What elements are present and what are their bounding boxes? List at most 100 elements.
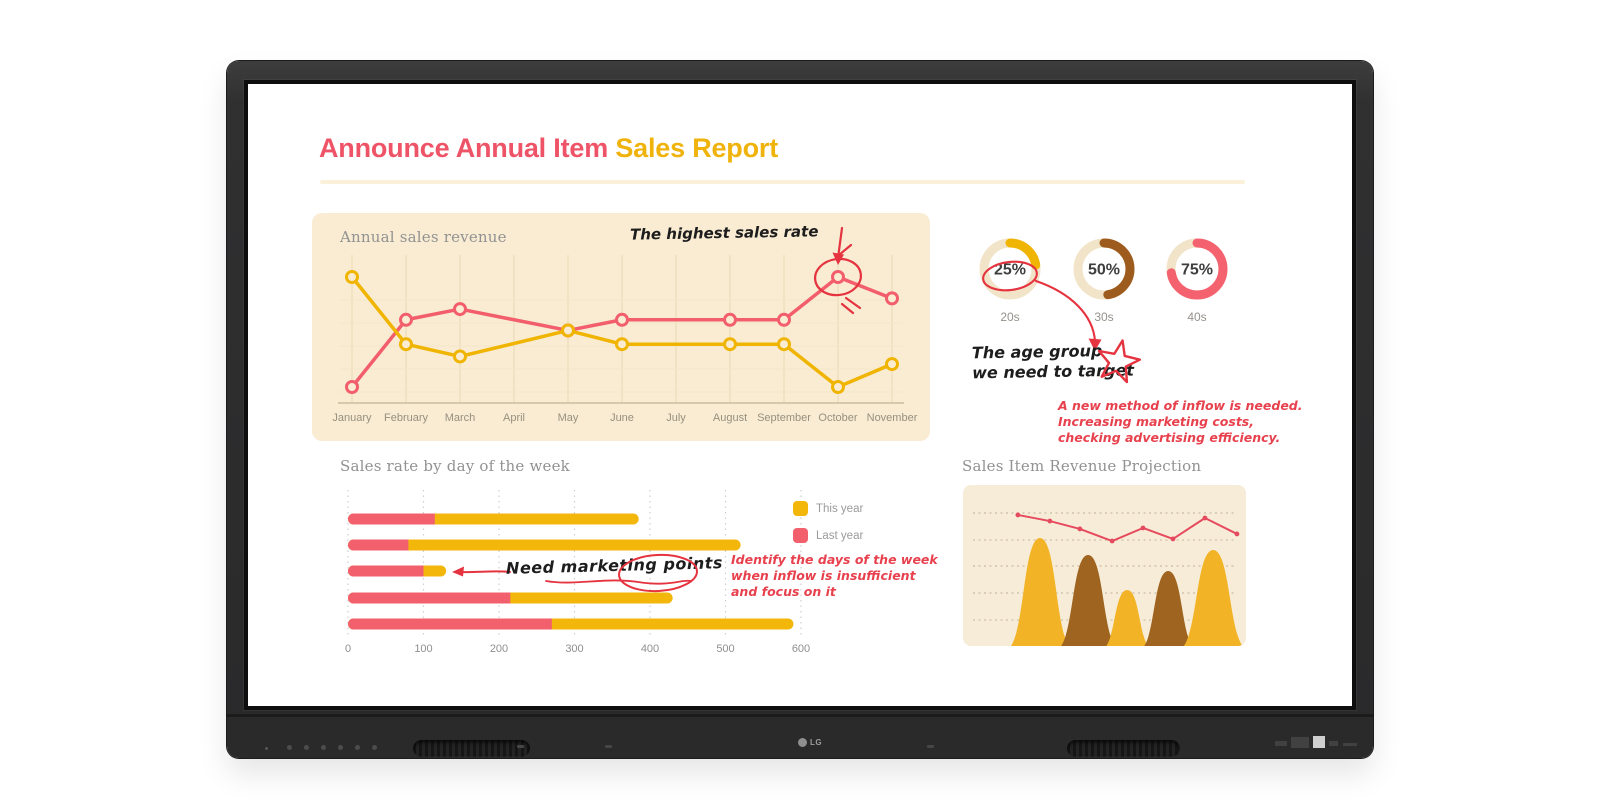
series-pink-marker [453,302,467,317]
projection-point [1202,515,1208,521]
donut-percent: 75% [1181,262,1213,279]
bezel-button[interactable] [287,745,292,750]
legend-this-year: This year [793,501,863,516]
projection-point [1109,538,1115,544]
x-tick-label: March [445,412,476,424]
x-tick-label: July [666,412,686,424]
projection-point [1077,526,1083,532]
star-icon [1097,339,1142,384]
donut-label: 40s [1187,310,1207,324]
series-yellow-marker [561,323,575,338]
this-year-label: This year [816,502,864,515]
identify-line3: and focus on it [731,584,836,599]
series-yellow-marker [345,269,359,284]
donut-percent: 50% [1088,262,1120,279]
revenue-hill [1143,570,1193,646]
series-yellow-marker [453,349,467,364]
series-yellow-marker [399,337,413,352]
bezel-mark [517,745,524,748]
x-tick-label: 100 [414,643,432,655]
arrow-down-icon [832,252,844,265]
bar-last-year [348,618,552,630]
projection-card [963,485,1246,646]
bezel-mark [605,745,612,748]
lg-logo-disc-icon [798,738,807,747]
series-yellow-marker [777,337,791,352]
pen-tray-right [1067,740,1180,757]
lg-display-monitor: Announce Annual Item Sales Report Annual… [227,61,1373,758]
x-tick-label: January [332,412,372,424]
bezel-button[interactable] [304,745,309,750]
x-tick-label: 300 [565,643,583,655]
projection-point [1234,531,1240,537]
pen-tray-left [413,740,530,757]
annotation-identify-note: Identify the days of the week when inflo… [731,552,938,600]
projection-area-chart [973,512,1243,646]
donut-label: 20s [1000,310,1020,324]
projection-point [1047,518,1053,524]
bar-last-year [348,539,409,551]
donut-label: 30s [1094,310,1114,324]
series-yellow-marker [831,379,845,394]
lg-logo: LG [798,738,822,747]
x-tick-label: May [558,412,579,424]
bar-chart-legend: This year Last year [793,501,863,555]
donut-chart-40s: 75% [1166,238,1228,300]
title-divider [320,180,1245,184]
identify-line2: when inflow is insufficient [731,568,916,583]
sales-rate-bar-chart: 0 100 200 300 400 500 600 [345,490,810,655]
this-year-swatch [793,501,808,516]
donut-arc [1073,238,1135,300]
page-title-primary: Announce Annual Item [319,133,609,163]
x-tick-label: 0 [345,643,351,655]
bezel-mark [927,745,934,748]
annotation-arrow-25 [982,260,1102,351]
x-tick-label: February [384,412,429,424]
projection-title: Sales Item Revenue Projection [962,457,1202,475]
last-year-label: Last year [816,529,864,542]
x-tick-label: 600 [792,643,810,655]
x-tick-label: 500 [716,643,734,655]
annual-sales-title: Annual sales revenue [340,228,507,246]
x-tick-label: 200 [490,643,508,655]
revenue-hill [1183,550,1243,646]
bar-last-year [348,565,424,577]
projection-point [1170,536,1176,542]
revenue-hill [1010,537,1070,646]
donut-arc [1166,238,1228,300]
donut-chart-30s: 50% [1073,238,1135,300]
highlight-circle-annotation [813,226,863,315]
series-pink-marker [399,312,413,327]
bezel-control-buttons [287,745,377,750]
series-yellow-marker [885,357,899,372]
projection-point [1015,512,1021,518]
underline-squiggle [545,579,692,585]
x-tick-label: April [503,412,525,424]
bezel-button[interactable] [321,745,326,750]
x-tick-label: 400 [641,643,659,655]
bar-last-year [348,592,511,604]
series-yellow-marker [723,337,737,352]
bezel-button[interactable] [355,745,360,750]
inflow-note-line3: checking advertising efficiency. [1058,430,1281,445]
page-title: Announce Annual Item Sales Report [319,133,778,164]
annotation-inflow-note: A new method of inflow is needed. Increa… [1058,398,1303,446]
bar-this-year [348,539,741,551]
power-led [265,747,268,750]
inflow-note-line1: A new method of inflow is needed. [1058,398,1303,413]
bezel-button[interactable] [338,745,343,750]
revenue-hill [1060,555,1116,646]
port-label-cluster [1275,733,1359,755]
series-pink-marker [615,312,629,327]
lg-logo-text: LG [810,738,823,747]
arrow-down-icon [1088,338,1102,351]
inflow-note-line2: Increasing marketing costs, [1058,414,1254,429]
series-pink-marker [831,269,845,284]
bezel-button[interactable] [372,745,377,750]
identify-line1: Identify the days of the week [731,552,938,567]
x-tick-label: June [610,412,634,424]
donut-30s: 50% 30s [1054,229,1154,324]
x-tick-label: August [713,412,747,424]
sales-rate-title: Sales rate by day of the week [340,457,570,475]
